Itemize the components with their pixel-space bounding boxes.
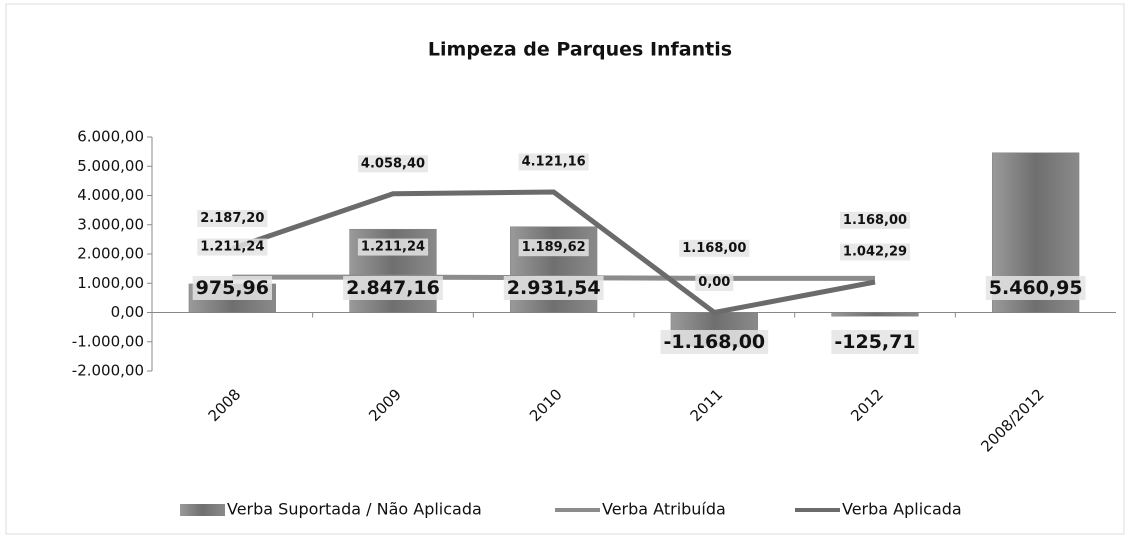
y-tick-label: 0,00	[111, 303, 144, 321]
chart-border	[5, 3, 1125, 535]
data-label: 4.058,40	[361, 156, 425, 171]
chart-title: Limpeza de Parques Infantis	[428, 39, 732, 61]
data-label-bg	[679, 239, 750, 257]
data-label: 2.187,20	[200, 211, 264, 226]
x-tick-label: 2008	[205, 385, 245, 425]
data-label: 1.211,24	[361, 240, 425, 255]
data-label: -125,71	[834, 331, 915, 353]
legend-swatch	[180, 504, 225, 516]
data-label: 1.211,24	[200, 240, 264, 255]
y-tick-label: -2.000,00	[72, 362, 144, 380]
bar	[831, 312, 919, 317]
data-label: 0,00	[698, 275, 730, 290]
data-label-bg	[518, 153, 589, 171]
data-label-bg	[343, 276, 443, 300]
data-label-bg	[357, 155, 429, 173]
legend-label: Verba Suportada / Não Aplicada	[227, 500, 482, 519]
x-tick-label: 2010	[526, 385, 566, 425]
data-label: 1.189,62	[522, 240, 586, 255]
data-label: -1.168,00	[664, 331, 766, 353]
y-tick-label: 4.000,00	[77, 186, 144, 204]
y-tick-label: 2.000,00	[77, 245, 144, 263]
data-label-bg	[197, 210, 268, 228]
legend-label: Verba Aplicada	[842, 500, 962, 519]
data-label-bg	[660, 330, 769, 354]
y-tick-label: 5.000,00	[77, 157, 144, 175]
x-tick-label: 2011	[687, 385, 727, 425]
data-label-bg	[357, 238, 429, 256]
line	[231, 189, 876, 316]
data-label-bg	[503, 276, 604, 300]
data-label-bg	[839, 211, 911, 229]
data-label: 2.847,16	[346, 277, 440, 299]
data-label: 4.121,16	[522, 154, 586, 169]
y-tick-label: -1.000,00	[72, 332, 144, 350]
y-tick-label: 3.000,00	[77, 215, 144, 233]
data-label-bg	[192, 276, 272, 300]
data-label: 1.042,29	[843, 245, 907, 260]
data-label-bg	[831, 330, 919, 354]
legend-label: Verba Atribuída	[602, 500, 726, 519]
x-tick-label: 2009	[365, 385, 405, 425]
data-label-bg	[518, 239, 589, 257]
data-label-bg	[197, 238, 268, 256]
data-label: 1.168,00	[843, 213, 907, 228]
x-tick-label: 2008/2012	[977, 385, 1047, 455]
data-label: 5.460,95	[989, 277, 1083, 299]
data-label: 975,96	[196, 277, 269, 299]
data-label-bg	[985, 276, 1086, 300]
data-label: 2.931,54	[507, 277, 601, 299]
y-tick-label: 6.000,00	[77, 128, 144, 146]
y-tick-label: 1.000,00	[77, 274, 144, 292]
data-label-bg	[695, 274, 734, 291]
data-label-bg	[839, 243, 911, 261]
x-tick-label: 2012	[847, 385, 887, 425]
data-label: 1.168,00	[682, 241, 746, 256]
